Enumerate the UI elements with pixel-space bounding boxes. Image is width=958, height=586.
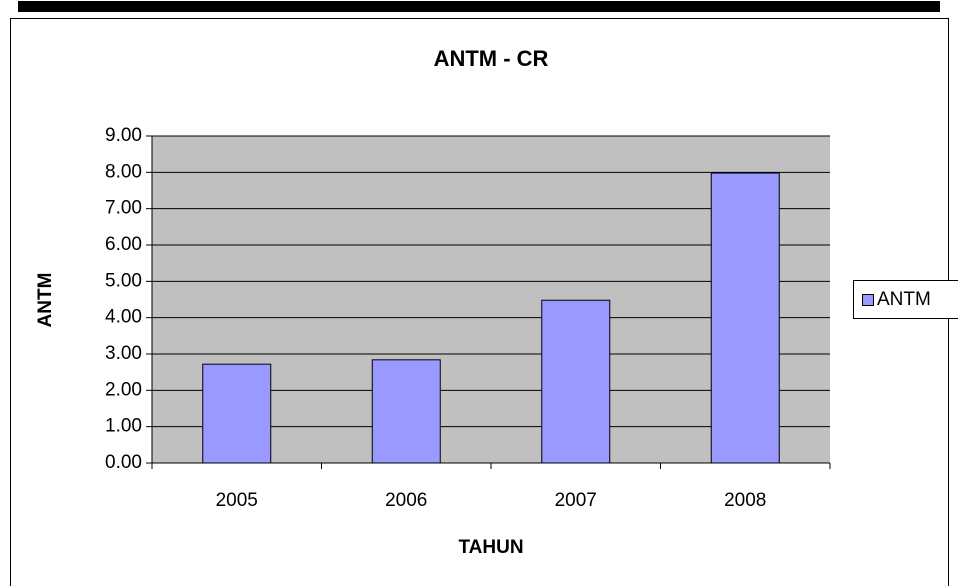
y-tick-label: 9.00 xyxy=(105,125,142,146)
y-tick-label: 7.00 xyxy=(105,198,142,219)
y-tick-label: 1.00 xyxy=(105,416,142,437)
y-tick-label: 5.00 xyxy=(105,270,142,291)
y-tick-label: 0.00 xyxy=(105,452,142,473)
bar xyxy=(371,359,441,464)
y-tick-label: 6.00 xyxy=(105,234,142,255)
x-tick-label: 2007 xyxy=(555,490,597,511)
bar xyxy=(710,172,780,464)
x-tick-label: 2008 xyxy=(724,490,766,511)
y-tick-label: 3.00 xyxy=(105,343,142,364)
bar xyxy=(541,299,611,464)
legend-label: ANTM xyxy=(877,289,931,310)
legend-swatch xyxy=(862,294,874,306)
x-axis-label: TAHUN xyxy=(458,537,523,558)
y-tick-label: 4.00 xyxy=(105,307,142,328)
chart-title: ANTM - CR xyxy=(434,46,549,71)
y-axis-label: ANTM xyxy=(35,273,56,328)
x-tick-label: 2006 xyxy=(385,490,427,511)
y-tick-label: 2.00 xyxy=(105,379,142,400)
bar xyxy=(202,363,272,464)
top-rule xyxy=(18,1,940,12)
x-tick-label: 2005 xyxy=(216,490,258,511)
y-tick-label: 8.00 xyxy=(105,161,142,182)
